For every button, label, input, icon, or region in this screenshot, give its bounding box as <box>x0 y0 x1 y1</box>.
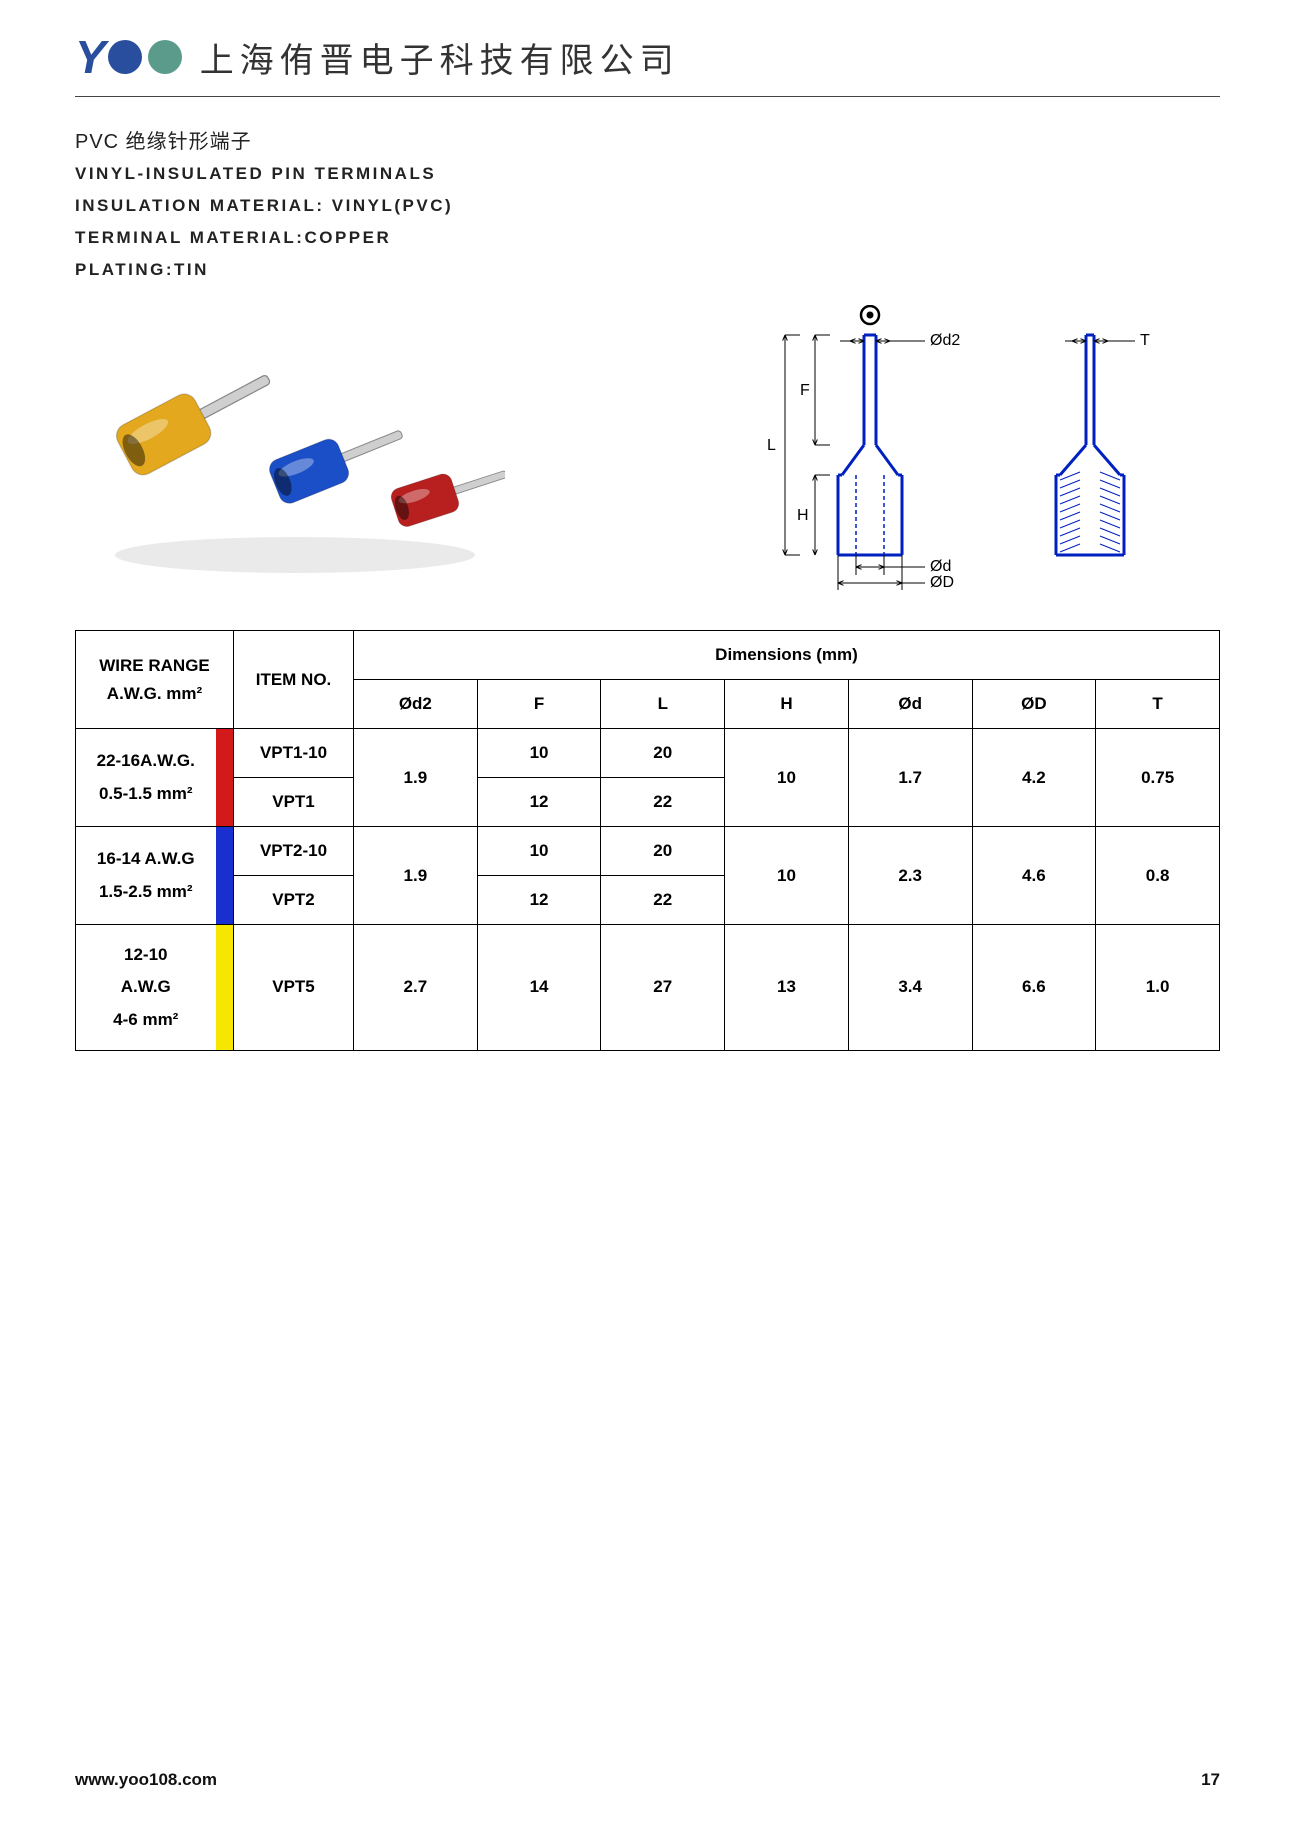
item-no-cell: VPT2 <box>234 876 354 925</box>
cell-F: 12 <box>477 778 601 827</box>
item-no-cell: VPT2-10 <box>234 827 354 876</box>
dimensions-table: WIRE RANGE A.W.G. mm² ITEM NO. Dimension… <box>75 630 1220 1051</box>
wire-range-cell: 22-16A.W.G.0.5-1.5 mm² <box>76 729 216 827</box>
company-name: 上海侑晋电子科技有限公司 <box>200 33 680 82</box>
svg-text:F: F <box>800 382 810 399</box>
table-row: 12-10A.W.G4-6 mm²VPT52.71427133.46.61.0 <box>76 925 1220 1051</box>
footer: www.yoo108.com 17 <box>75 1770 1220 1790</box>
cell-F: 12 <box>477 876 601 925</box>
cell-od: 2.3 <box>848 827 972 925</box>
svg-text:ØD: ØD <box>930 574 954 591</box>
item-no-cell: VPT1-10 <box>234 729 354 778</box>
cell-H: 10 <box>725 729 849 827</box>
item-no-cell: VPT5 <box>234 925 354 1051</box>
table-row: 16-14 A.W.G1.5-2.5 mm²VPT2-101.91020102.… <box>76 827 1220 876</box>
th-Ød2: Ød2 <box>354 680 478 729</box>
item-no-cell: VPT1 <box>234 778 354 827</box>
th-H: H <box>725 680 849 729</box>
svg-text:L: L <box>767 437 776 454</box>
title-en: VINYL-INSULATED PIN TERMINALS <box>75 164 1220 184</box>
th-item-no: ITEM NO. <box>234 631 354 729</box>
page: Y 上海侑晋电子科技有限公司 PVC 绝缘针形端子 VINYL-INSULATE… <box>0 0 1295 1832</box>
cell-od: 1.7 <box>848 729 972 827</box>
cell-L: 22 <box>601 778 725 827</box>
cell-OD: 4.2 <box>972 729 1096 827</box>
cell-T: 0.75 <box>1096 729 1220 827</box>
table-header-row-1: WIRE RANGE A.W.G. mm² ITEM NO. Dimension… <box>76 631 1220 680</box>
footer-page: 17 <box>1201 1770 1220 1790</box>
spec-plating: PLATING:TIN <box>75 260 1220 280</box>
spec-terminal: TERMINAL MATERIAL:COPPER <box>75 228 1220 248</box>
illustration-row: Ød2 L F H ØdØD T <box>75 305 1220 605</box>
th-Ød: Ød <box>848 680 972 729</box>
cell-L: 20 <box>601 729 725 778</box>
th-dimensions: Dimensions (mm) <box>354 631 1220 680</box>
cell-od2: 1.9 <box>354 729 478 827</box>
color-swatch <box>216 827 234 925</box>
svg-text:Ød2: Ød2 <box>930 332 960 349</box>
cell-L: 22 <box>601 876 725 925</box>
cell-H: 10 <box>725 827 849 925</box>
wire-range-cell: 16-14 A.W.G1.5-2.5 mm² <box>76 827 216 925</box>
color-swatch <box>216 925 234 1051</box>
logo-o1-icon <box>108 40 142 74</box>
product-photo <box>85 325 505 585</box>
cell-od: 3.4 <box>848 925 972 1051</box>
spec-insulation: INSULATION MATERIAL: VINYL(PVC) <box>75 196 1220 216</box>
cell-od2: 1.9 <box>354 827 478 925</box>
cell-H: 13 <box>725 925 849 1051</box>
color-swatch <box>216 729 234 827</box>
th-F: F <box>477 680 601 729</box>
th-L: L <box>601 680 725 729</box>
logo: Y <box>75 30 182 84</box>
cell-F: 10 <box>477 729 601 778</box>
cell-T: 0.8 <box>1096 827 1220 925</box>
cell-od2: 2.7 <box>354 925 478 1051</box>
title-cn: PVC 绝缘针形端子 <box>75 125 1220 154</box>
svg-text:H: H <box>797 507 809 524</box>
wire-range-cell: 12-10A.W.G4-6 mm² <box>76 925 216 1051</box>
cell-OD: 4.6 <box>972 827 1096 925</box>
cell-F: 10 <box>477 827 601 876</box>
logo-o2-icon <box>148 40 182 74</box>
cell-OD: 6.6 <box>972 925 1096 1051</box>
cell-L: 20 <box>601 827 725 876</box>
svg-text:T: T <box>1140 332 1150 349</box>
cell-L: 27 <box>601 925 725 1051</box>
cell-F: 14 <box>477 925 601 1051</box>
cell-T: 1.0 <box>1096 925 1220 1051</box>
header: Y 上海侑晋电子科技有限公司 <box>75 30 1220 97</box>
th-wire-range: WIRE RANGE A.W.G. mm² <box>76 631 234 729</box>
th-T: T <box>1096 680 1220 729</box>
svg-text:Ød: Ød <box>930 558 951 575</box>
dimension-diagram: Ød2 L F H ØdØD T <box>690 305 1210 605</box>
logo-y-icon: Y <box>75 30 102 84</box>
footer-url: www.yoo108.com <box>75 1770 217 1790</box>
table-row: 22-16A.W.G.0.5-1.5 mm²VPT1-101.91020101.… <box>76 729 1220 778</box>
th-ØD: ØD <box>972 680 1096 729</box>
